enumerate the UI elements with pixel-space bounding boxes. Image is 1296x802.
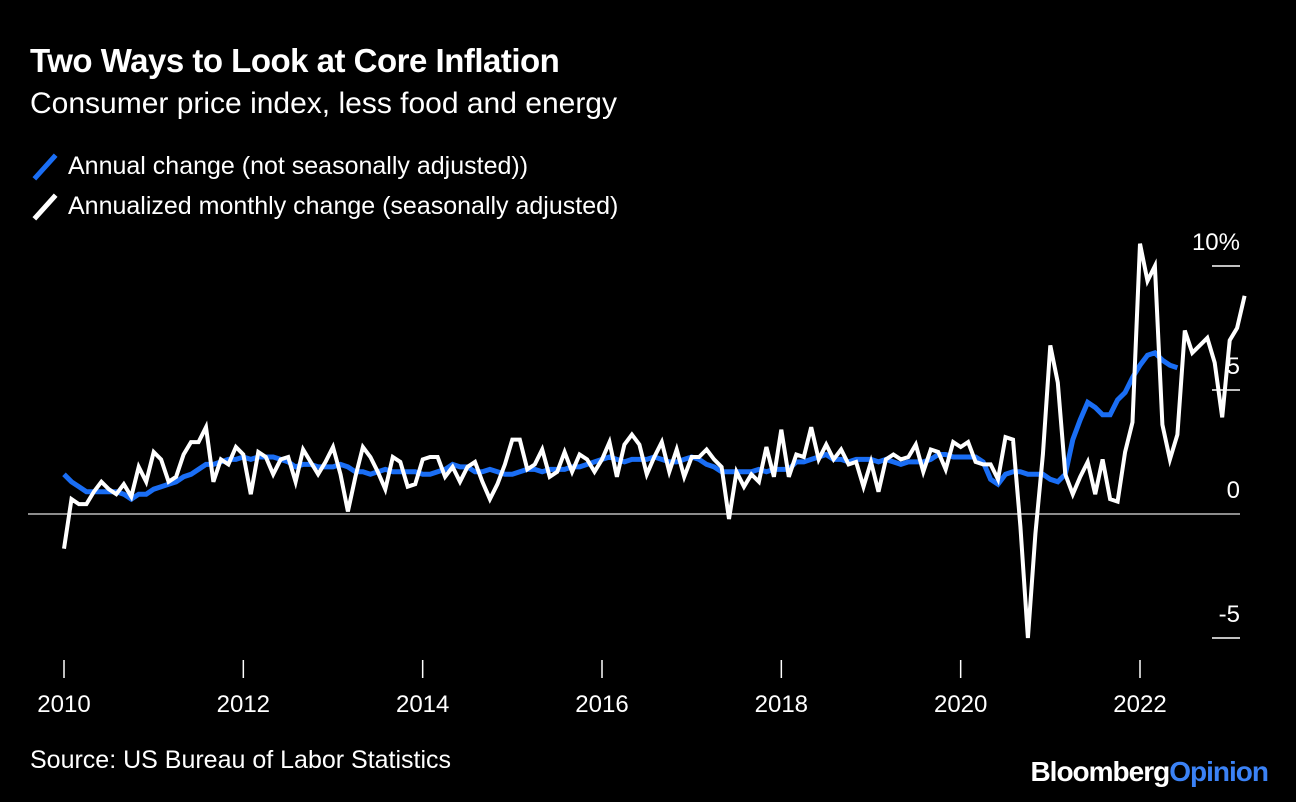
x-tick-label: 2010 [37, 691, 90, 718]
legend-label-annual: Annual change (not seasonally adjusted)) [68, 151, 529, 180]
y-tick-label: 10% [1192, 229, 1240, 256]
x-tick-label: 2014 [396, 691, 449, 718]
x-tick-label: 2012 [217, 691, 270, 718]
monthly-change-line [62, 243, 1247, 639]
chart-subtitle: Consumer price index, less food and ener… [30, 87, 617, 120]
x-tick-label: 2018 [755, 691, 808, 718]
brand-main: Bloomberg [1030, 756, 1170, 787]
x-tick-label: 2022 [1113, 691, 1166, 718]
monthly-swatch-icon [32, 193, 58, 221]
y-tick-label: 5 [1227, 353, 1240, 380]
source-note: Source: US Bureau of Labor Statistics [30, 746, 452, 774]
annual-swatch-icon [32, 153, 58, 181]
legend-item-monthly: Annualized monthly change (seasonally ad… [30, 186, 618, 226]
brand-logo: BloombergOpinion [1030, 756, 1269, 788]
annual-change-line [62, 349, 1179, 503]
x-tick-label: 2020 [934, 691, 987, 718]
x-tick-label: 2016 [575, 691, 628, 718]
chart-title: Two Ways to Look at Core Inflation [30, 42, 560, 79]
y-tick-label: -5 [1219, 601, 1240, 628]
legend-item-annual: Annual change (not seasonally adjusted)) [30, 146, 618, 186]
legend-label-monthly: Annualized monthly change (seasonally ad… [68, 191, 619, 220]
y-tick-label: 0 [1227, 477, 1240, 504]
legend: Annual change (not seasonally adjusted))… [30, 146, 618, 226]
brand-accent: Opinion [1169, 756, 1269, 787]
